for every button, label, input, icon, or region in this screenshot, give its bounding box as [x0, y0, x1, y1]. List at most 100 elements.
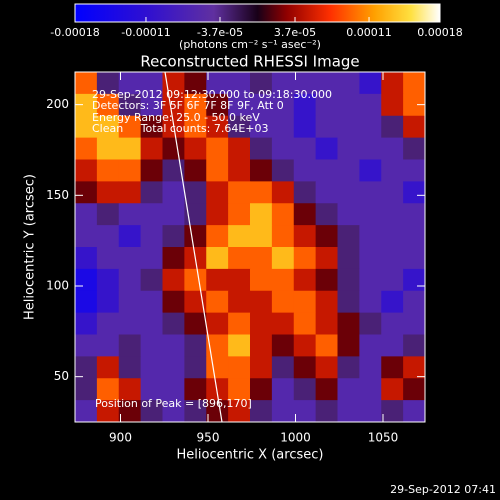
heatmap-cell [359, 290, 382, 314]
heatmap-cell [184, 312, 207, 335]
heatmap-cell [315, 290, 338, 314]
heatmap-cell [96, 115, 120, 139]
heatmap-cell [184, 159, 207, 182]
heatmap-cell [184, 203, 207, 226]
annotation: Energy Range: 25.0 - 50.0 keV [92, 111, 260, 124]
heatmap-cell [162, 290, 185, 314]
heatmap-cell [381, 115, 404, 139]
heatmap-cell [337, 247, 360, 270]
heatmap-cell [140, 225, 163, 248]
heatmap-cell [337, 312, 360, 335]
heatmap-cell [228, 159, 251, 182]
heatmap-cell [359, 203, 382, 226]
heatmap-cell [96, 334, 120, 357]
y-tick-label: 150 [46, 188, 69, 202]
heatmap-cell [96, 400, 120, 423]
heatmap-cell [118, 268, 142, 292]
heatmap-cell [337, 181, 360, 204]
annotation: 29-Sep-2012 09:12:30.000 to 09:18:30.000 [92, 88, 332, 101]
heatmap-cell [337, 137, 360, 160]
heatmap-cell [337, 225, 360, 248]
heatmap-cell [271, 356, 295, 379]
heatmap-cell [118, 137, 142, 160]
heatmap-cell [381, 378, 404, 401]
heatmap-cell [271, 247, 295, 270]
y-axis-label: Heliocentric Y (arcsec) [23, 174, 38, 320]
heatmap-cell [381, 356, 404, 379]
heatmap-cell [315, 159, 338, 182]
heatmap-cell [381, 93, 404, 117]
heatmap-cell [75, 312, 98, 335]
colorbar-label: (photons cm⁻² s⁻¹ asec⁻²) [179, 38, 321, 51]
heatmap-cell [359, 225, 382, 248]
heatmap-cell [140, 115, 163, 139]
heatmap-cell [140, 247, 163, 270]
x-tick-label: 1050 [368, 431, 399, 445]
heatmap-cell [228, 137, 251, 160]
heatmap-cell [118, 72, 142, 95]
heatmap-cell [337, 400, 360, 423]
colorbar-tick-label: -0.00018 [50, 26, 99, 39]
heatmap-cell [75, 356, 98, 379]
heatmap-cell [162, 137, 185, 160]
heatmap-cell [184, 115, 207, 139]
heatmap-cell [184, 93, 207, 117]
heatmap-cell [293, 159, 317, 182]
heatmap-cell [206, 115, 229, 139]
heatmap-cell [206, 72, 229, 95]
heatmap-cell [359, 312, 382, 335]
heatmap-cell [271, 181, 295, 204]
heatmap-cell [293, 290, 317, 314]
heatmap-cell [162, 225, 185, 248]
heatmap-cell [75, 268, 98, 292]
heatmap-cell [75, 93, 98, 117]
heatmap-cell [271, 159, 295, 182]
heatmap-cell [337, 72, 360, 95]
heatmap-cell [381, 225, 404, 248]
heatmap-cell [250, 356, 273, 379]
heatmap-cell [184, 334, 207, 357]
heatmap-cell [403, 378, 426, 401]
heatmap-cell [271, 268, 295, 292]
heatmap-cell [315, 181, 338, 204]
annotation: Detectors: 3F 5F 6F 7F 8F 9F, Att 0 [92, 99, 284, 112]
heatmap-cell [118, 378, 142, 401]
heatmap-cell [118, 312, 142, 335]
heatmap-cell [403, 268, 426, 292]
heatmap-cell [75, 137, 98, 160]
heatmap-cell [293, 247, 317, 270]
y-tick-label: 200 [46, 97, 69, 111]
y-tick-label: 100 [46, 278, 69, 292]
heatmap-cell [96, 72, 120, 95]
x-tick-label: 1000 [280, 431, 311, 445]
heatmap-cell [228, 312, 251, 335]
heatmap-cell [184, 137, 207, 160]
heatmap-cell [271, 137, 295, 160]
heatmap-cell [75, 290, 98, 314]
heatmap-cell [250, 290, 273, 314]
heatmap-cell [337, 356, 360, 379]
heatmap-cell [75, 400, 98, 423]
heatmap-cell [315, 137, 338, 160]
heatmap-cell [293, 181, 317, 204]
heatmap-cell [184, 72, 207, 95]
heatmap-cell [228, 290, 251, 314]
heatmap-cell [359, 115, 382, 139]
heatmap-cell [140, 312, 163, 335]
heatmap-cell [315, 247, 338, 270]
heatmap-cell [337, 290, 360, 314]
heatmap-cell [271, 290, 295, 314]
heatmap-cell [359, 356, 382, 379]
heatmap-cell [96, 137, 120, 160]
heatmap-cell [140, 159, 163, 182]
heatmap-cell [359, 247, 382, 270]
colorbar-tick-label: 0.00011 [346, 26, 392, 39]
colorbar-tick-label: 0.00018 [417, 26, 463, 39]
heatmap-cell [228, 378, 251, 401]
heatmap-cell [206, 334, 229, 357]
heatmap-cell [162, 203, 185, 226]
heatmap-cell [271, 115, 295, 139]
x-axis-label: Heliocentric X (arcsec) [177, 448, 324, 463]
heatmap-cell [140, 268, 163, 292]
heatmap-cell [96, 93, 120, 117]
